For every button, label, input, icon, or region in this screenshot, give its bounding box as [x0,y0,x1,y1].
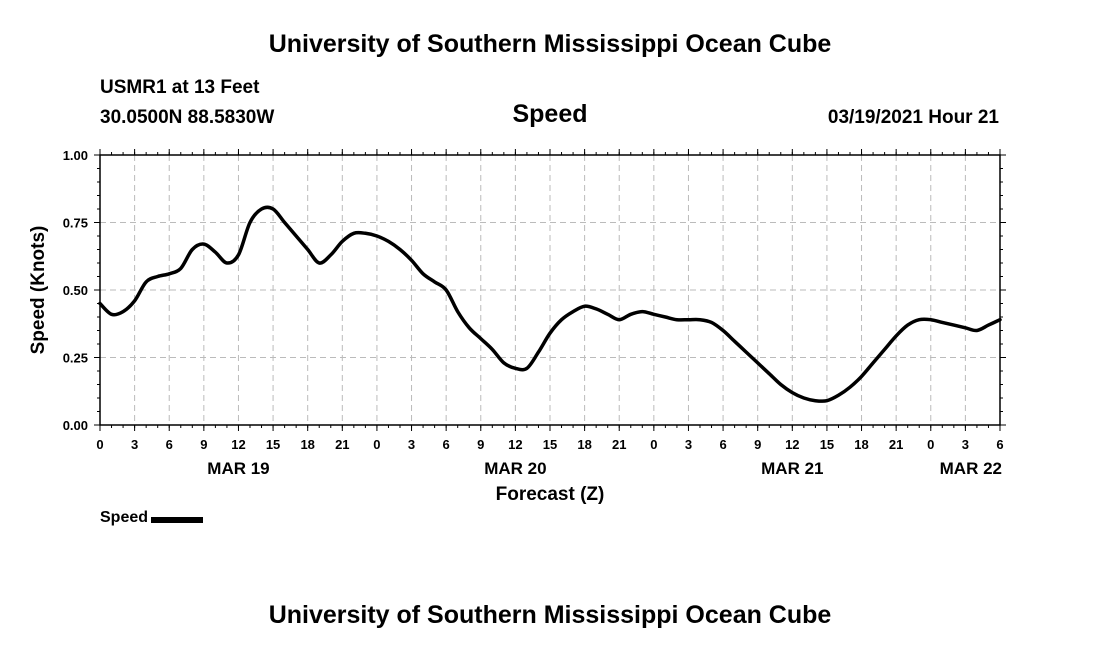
x-tick-label: 6 [719,437,726,452]
x-tick-label: 12 [785,437,799,452]
x-tick-label: 3 [962,437,969,452]
axis-ticks [94,149,1006,431]
y-axis-label: Speed (Knots) [28,226,49,355]
x-axis-label: Forecast (Z) [496,484,605,505]
y-tick-label: 1.00 [63,148,88,163]
legend: Speed [100,509,204,527]
x-tick-label: 3 [408,437,415,452]
date-labels: MAR 19 MAR 20 MAR 21 MAR 22 [207,459,1002,478]
x-tick-label: 18 [577,437,591,452]
x-tick-label: 18 [854,437,868,452]
y-tick-label: 0.00 [63,418,88,433]
y-tick-labels: 0.00 0.25 0.50 0.75 1.00 [63,148,88,433]
x-tick-label: 12 [508,437,522,452]
x-tick-label: 3 [131,437,138,452]
station-label: USMR1 at 13 Feet [100,77,260,98]
page-title: University of Southern Mississippi Ocean… [268,30,832,58]
date-label: MAR 20 [484,459,546,478]
chart-title: Speed [512,100,588,128]
station-coords: 30.0500N 88.5830W [100,107,275,128]
grid-lines [100,155,1000,425]
date-label: MAR 22 [940,459,1002,478]
date-label: MAR 19 [207,459,269,478]
x-tick-label: 21 [335,437,349,452]
x-tick-label: 3 [685,437,692,452]
x-tick-label: 6 [443,437,450,452]
speed-series-line [98,205,1002,403]
x-tick-label: 15 [543,437,557,452]
x-tick-label: 18 [300,437,314,452]
x-tick-label: 0 [373,437,380,452]
x-tick-labels: 0 3 6 9 12 15 18 21 0 3 6 9 12 15 18 21 0 3 6 9 12 15 18 21 0 3 6 [96,437,1003,452]
x-tick-label: 6 [996,437,1003,452]
x-tick-label: 15 [820,437,834,452]
x-tick-label: 12 [231,437,245,452]
x-tick-label: 9 [200,437,207,452]
y-tick-label: 0.75 [63,216,88,231]
date-label: MAR 21 [761,459,823,478]
legend-label: Speed [100,509,149,526]
x-tick-label: 9 [754,437,761,452]
x-tick-label: 0 [650,437,657,452]
x-tick-label: 21 [889,437,903,452]
x-tick-label: 21 [612,437,626,452]
x-tick-label: 6 [166,437,173,452]
footer-title: University of Southern Mississippi Ocean… [268,601,832,629]
x-tick-label: 0 [96,437,103,452]
legend-swatch [151,517,204,523]
y-tick-label: 0.50 [63,283,88,298]
x-tick-label: 15 [266,437,280,452]
x-tick-label: 9 [477,437,484,452]
x-tick-label: 0 [927,437,934,452]
y-tick-label: 0.25 [63,351,88,366]
forecast-datetime: 03/19/2021 Hour 21 [827,107,999,128]
